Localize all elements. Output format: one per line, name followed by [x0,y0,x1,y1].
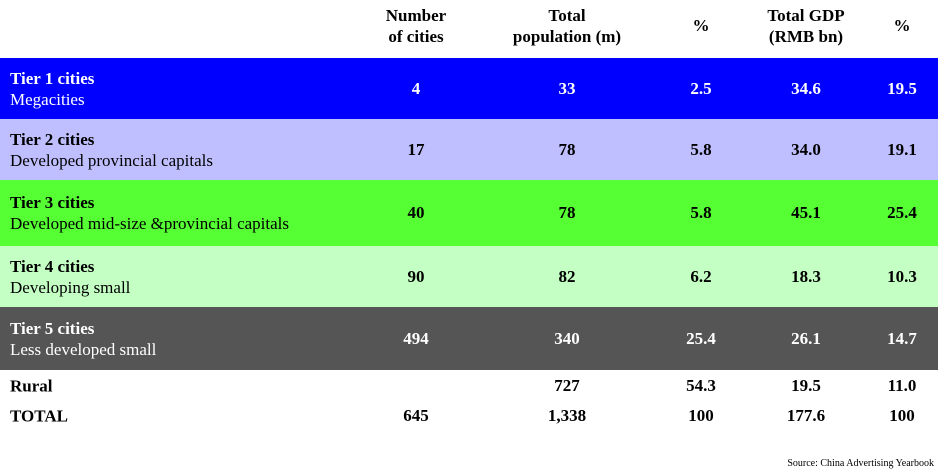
cell-population-percent: 5.8 [690,139,712,159]
cell-gdp-percent: 25.4 [887,203,917,222]
row-label: Tier 2 cities Developed provincial capita… [10,129,213,171]
cell-population-percent: 2.5 [690,78,712,98]
cell-population-percent: 100 [688,406,714,425]
cell-population: 78 [558,139,576,159]
header-total-gdp: Total GDP (RMB bn) [767,6,845,46]
cell-gdp: 34.0 [791,139,821,159]
table-header: Number of cities Total population (m) % To… [0,0,940,58]
cell-gdp: 34.6 [791,78,821,98]
row-subtitle: Developing small [10,277,131,297]
cell-population: 340 [554,328,580,348]
cell-gdp: 177.6 [786,406,826,425]
row-label: Rural [10,376,53,397]
row-label: Tier 1 cities Megacities [10,68,94,110]
cell-gdp: 18.3 [791,266,821,286]
cell-cities: 645 [403,406,429,425]
cell-population-percent: 6.2 [690,266,712,286]
cell-gdp: 45.1 [791,203,821,222]
row-subtitle: Developed provincial capitals [10,150,213,170]
header-gdp-percent: % [893,16,911,35]
row-title: Rural [10,376,53,396]
row-title: Tier 5 cities [10,318,95,338]
cell-gdp-percent: 100 [889,406,915,425]
cell-population: 82 [558,266,576,286]
row-title: Tier 1 cities [10,68,95,88]
row-label: Tier 4 cities Developing small [10,256,130,298]
cell-gdp-percent: 11.0 [887,376,917,395]
cell-population: 33 [558,78,576,98]
table-row-tier-1: Tier 1 cities Megacities 4 33 2.5 34.6 19… [0,58,938,119]
row-subtitle: Less developed small [10,339,157,359]
header-population-percent: % [692,16,710,35]
cell-cities: 17 [407,139,425,159]
table-row-tier-3: Tier 3 cities Developed mid-size &provinc… [0,180,938,246]
cell-population: 727 [554,376,580,395]
cell-gdp-percent: 19.5 [887,78,917,98]
table-row-tier-4: Tier 4 cities Developing small 90 82 6.2 … [0,246,938,307]
cell-gdp-percent: 10.3 [887,266,917,286]
source-note: Source: China Advertising Yearbook [787,458,934,469]
header-number-of-cities: Number of cities [385,6,447,46]
cell-gdp-percent: 19.1 [887,139,917,159]
table-row-tier-5: Tier 5 cities Less developed small 494 34… [0,307,938,370]
cell-cities: 494 [403,328,429,348]
cell-population-percent: 5.8 [690,203,712,222]
cell-gdp: 26.1 [791,328,821,348]
row-label: TOTAL [10,406,68,427]
cell-cities: 90 [407,266,425,286]
cell-gdp-percent: 14.7 [887,328,917,348]
cell-population: 1,338 [547,406,587,425]
cell-cities: 40 [407,203,425,222]
table-row-rural: Rural 727 54.3 19.5 11.0 [0,372,938,400]
cell-population: 78 [558,203,576,222]
table-row-tier-2: Tier 2 cities Developed provincial capita… [0,119,938,180]
cell-cities: 4 [411,78,421,98]
row-subtitle: Megacities [10,89,85,109]
row-label: Tier 5 cities Less developed small [10,318,156,360]
cell-population-percent: 54.3 [686,376,716,395]
row-title: TOTAL [10,406,68,426]
row-label: Tier 3 cities Developed mid-size &provinc… [10,192,289,234]
header-total-population: Total population (m) [512,6,622,46]
table-row-total: TOTAL 645 1,338 100 177.6 100 [0,402,938,430]
row-title: Tier 2 cities [10,129,95,149]
row-title: Tier 4 cities [10,256,95,276]
cell-gdp: 19.5 [791,376,821,395]
row-subtitle: Developed mid-size &provincial capitals [10,214,289,233]
cell-population-percent: 25.4 [686,328,716,348]
row-title: Tier 3 cities [10,193,95,212]
